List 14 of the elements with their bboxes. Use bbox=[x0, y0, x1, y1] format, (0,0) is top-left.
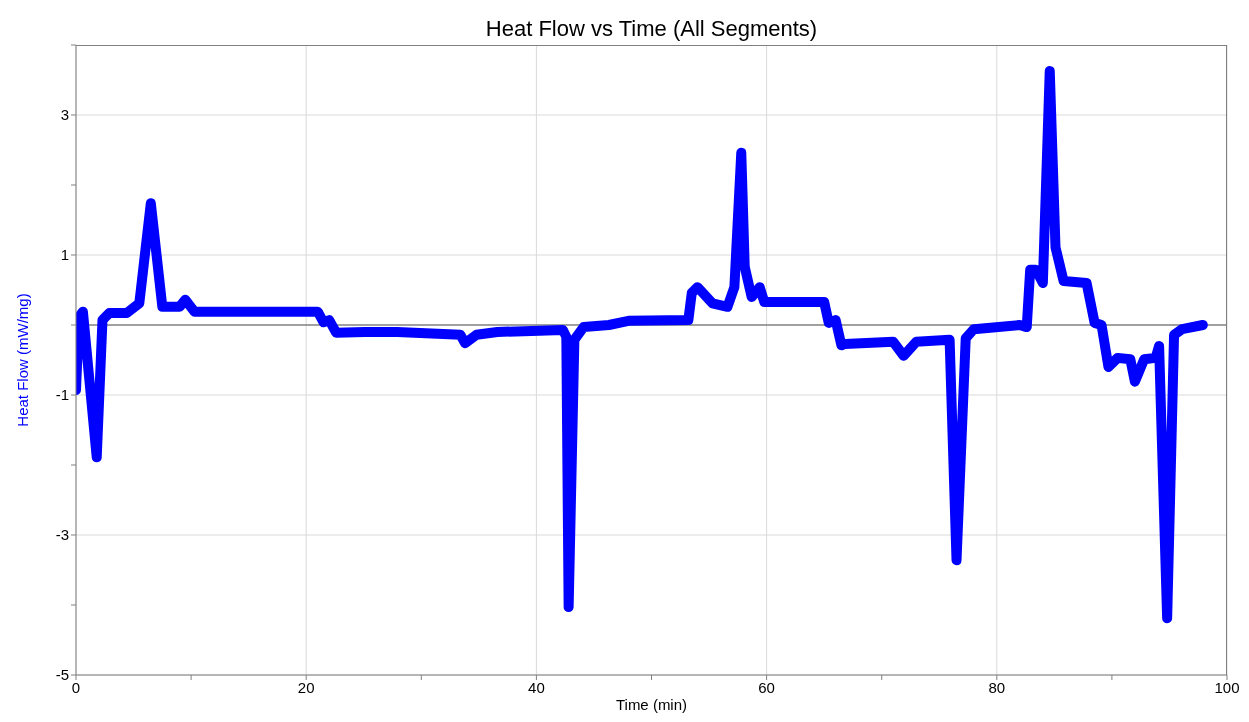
y-tick-label: 3 bbox=[60, 106, 69, 124]
y-axis-title: Heat Flow (mW/mg) bbox=[13, 293, 31, 427]
chart-title: Heat Flow vs Time (All Segments) bbox=[484, 16, 819, 42]
y-tick-label: -3 bbox=[55, 526, 69, 544]
x-tick-label: 0 bbox=[71, 678, 81, 696]
y-tick-label: -1 bbox=[55, 386, 69, 404]
y-tick-label: -5 bbox=[55, 666, 69, 684]
x-axis-title: Time (min) bbox=[614, 696, 689, 713]
x-tick-label: 20 bbox=[297, 678, 315, 696]
x-tick-label: 80 bbox=[988, 678, 1006, 696]
x-tick-label: 40 bbox=[528, 678, 545, 696]
y-tick-label: 1 bbox=[60, 246, 69, 264]
x-tick-label: 60 bbox=[758, 678, 775, 696]
x-tick-label: 100 bbox=[1214, 678, 1240, 696]
